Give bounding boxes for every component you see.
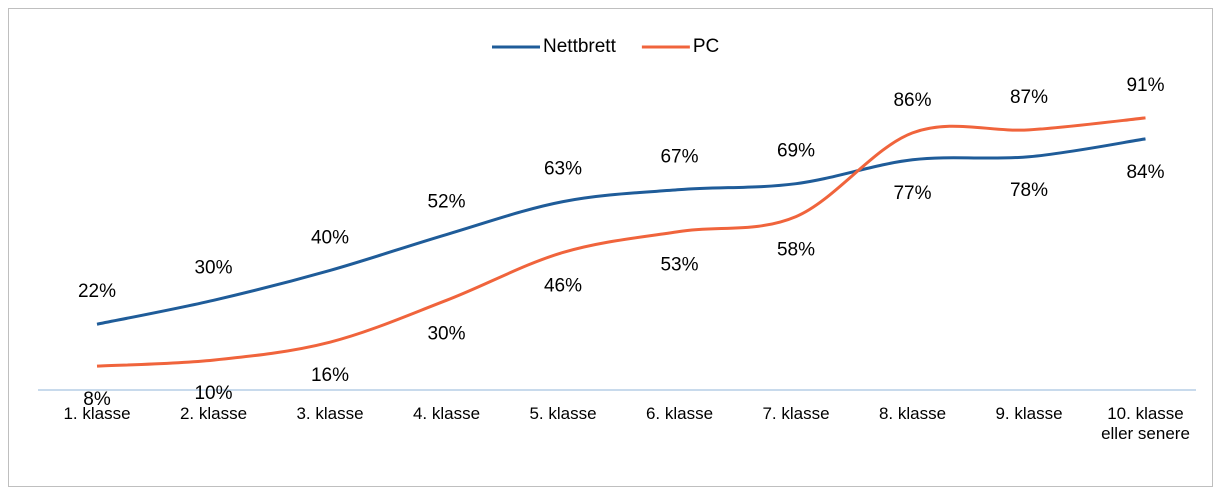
x-tick-label: 2. klasse xyxy=(179,404,248,423)
data-label: 87% xyxy=(1010,87,1048,108)
data-label: 86% xyxy=(893,90,931,111)
data-label: 22% xyxy=(78,281,116,302)
data-label: 16% xyxy=(311,365,349,386)
data-label: 46% xyxy=(544,275,582,296)
line-series xyxy=(96,116,1146,368)
data-label: 40% xyxy=(311,227,349,248)
x-tick-label: 1. klasse xyxy=(63,404,131,423)
data-label: 67% xyxy=(660,147,698,168)
data-label: 8% xyxy=(83,389,111,410)
x-tick-label: 5. klasse xyxy=(529,404,597,423)
data-label: 52% xyxy=(427,192,465,213)
data-label: 91% xyxy=(1126,75,1164,96)
data-label: 77% xyxy=(893,183,931,204)
data-label: 30% xyxy=(427,323,465,344)
line-series xyxy=(96,137,1146,326)
data-label: 84% xyxy=(1126,162,1164,183)
legend-label: PC xyxy=(693,36,719,57)
legend-label: Nettbrett xyxy=(543,36,617,57)
data-label: 10% xyxy=(194,383,232,404)
x-tick-label: 6. klasse xyxy=(645,404,714,423)
data-label: 63% xyxy=(544,159,582,180)
chart-border xyxy=(8,8,1213,487)
data-label: 30% xyxy=(194,257,232,278)
data-label: 78% xyxy=(1010,180,1048,201)
x-tick-label: 3. klasse xyxy=(296,404,364,423)
x-tick-label: 10. klasse eller senere xyxy=(1101,404,1190,443)
data-label: 58% xyxy=(777,240,815,261)
x-tick-label: 8. klasse xyxy=(878,404,947,423)
x-tick-label: 4. klasse xyxy=(412,404,481,423)
data-label: 53% xyxy=(660,255,698,276)
x-tick-label: 7. klasse xyxy=(762,404,830,423)
x-tick-label: 9. klasse xyxy=(995,404,1063,423)
data-label: 69% xyxy=(777,141,815,162)
